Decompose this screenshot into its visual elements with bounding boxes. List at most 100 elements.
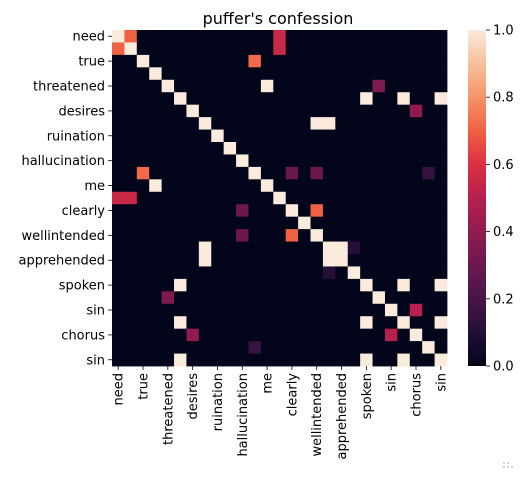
heatmap-cell <box>335 254 349 267</box>
heatmap-cell <box>285 291 299 305</box>
heatmap-cell <box>236 266 249 280</box>
heatmap-cell <box>422 229 435 242</box>
heatmap-cell <box>236 291 249 305</box>
heatmap-cell <box>198 92 212 106</box>
heatmap-cell <box>335 353 349 367</box>
heatmap-cell <box>335 229 349 242</box>
heatmap-cell <box>248 328 262 342</box>
heatmap-cell <box>347 241 361 255</box>
heatmap-cell <box>186 216 200 230</box>
heatmap-cell <box>186 129 200 143</box>
y-tick-label: sin <box>86 353 105 368</box>
heatmap-cell <box>409 42 423 56</box>
heatmap-cell <box>384 54 398 68</box>
heatmap-cell <box>186 229 200 242</box>
x-tick-label: desires <box>186 373 201 420</box>
heatmap-cell <box>149 303 163 317</box>
heatmap-cell <box>298 54 311 68</box>
x-tick-label: ruination <box>211 373 226 431</box>
heatmap-cell <box>223 241 237 255</box>
heatmap-cell <box>136 328 150 342</box>
heatmap-cell <box>372 129 386 143</box>
heatmap-cell <box>174 92 187 106</box>
heatmap-cell <box>360 30 373 43</box>
y-tick-label: threatened <box>33 80 105 95</box>
heatmap-cell <box>124 54 138 68</box>
heatmap-cell <box>422 117 435 130</box>
heatmap-cell <box>310 328 324 342</box>
heatmap-cell <box>161 254 175 267</box>
heatmap-cell <box>223 129 237 143</box>
heatmap-cell <box>211 92 225 106</box>
heatmap-cell <box>211 179 225 193</box>
heatmap-cell <box>322 42 336 56</box>
heatmap-cell <box>236 241 249 255</box>
heatmap-cell <box>174 42 187 56</box>
heatmap-cell <box>112 341 125 354</box>
heatmap-cell <box>434 154 448 168</box>
heatmap-cell <box>397 30 411 43</box>
heatmap-cell <box>397 79 411 93</box>
heatmap-cell <box>298 79 311 93</box>
heatmap-cell <box>310 179 324 193</box>
heatmap-cell <box>236 142 249 155</box>
heatmap-cell <box>136 54 150 68</box>
heatmap-cell <box>186 166 200 180</box>
heatmap-cell <box>434 291 448 305</box>
heatmap-cell <box>260 67 274 81</box>
heatmap-cell <box>360 278 373 292</box>
heatmap-cell <box>322 117 336 130</box>
colorbar-tick-label: 0.6 <box>493 158 514 173</box>
heatmap-cell <box>112 179 125 193</box>
heatmap-cell <box>211 353 225 367</box>
heatmap-cell <box>211 241 225 255</box>
heatmap-cell <box>198 316 212 330</box>
heatmap-cell <box>161 54 175 68</box>
heatmap-cell <box>273 42 287 56</box>
heatmap-cell <box>136 229 150 242</box>
heatmap-cell <box>211 30 225 43</box>
heatmap-cell <box>248 316 262 330</box>
heatmap-cell <box>335 79 349 93</box>
heatmap-cell <box>273 216 287 230</box>
heatmap-cell <box>223 30 237 43</box>
heatmap-cell <box>397 341 411 354</box>
heatmap-cell <box>211 328 225 342</box>
heatmap-cell <box>372 92 386 106</box>
heatmap-cell <box>260 204 274 218</box>
colorbar-gradient <box>468 30 486 366</box>
heatmap-cell <box>409 67 423 81</box>
heatmap-cell <box>409 241 423 255</box>
heatmap-cell <box>236 303 249 317</box>
heatmap-cell <box>298 92 311 106</box>
heatmap-cell <box>422 191 435 205</box>
heatmap-cell <box>186 179 200 193</box>
heatmap-cell <box>149 42 163 56</box>
heatmap-cell <box>198 278 212 292</box>
heatmap-cell <box>322 291 336 305</box>
heatmap-cell <box>335 54 349 68</box>
heatmap-cell <box>322 142 336 155</box>
heatmap-cell <box>384 316 398 330</box>
heatmap-cell <box>384 278 398 292</box>
heatmap-cell <box>198 142 212 155</box>
heatmap-cell <box>347 79 361 93</box>
colorbar-tick-label: 1.0 <box>493 24 514 39</box>
heatmap-cell <box>310 191 324 205</box>
heatmap-cell <box>322 229 336 242</box>
heatmap-cell <box>273 179 287 193</box>
heatmap-cell <box>298 291 311 305</box>
heatmap-cell <box>285 179 299 193</box>
heatmap-cell <box>186 191 200 205</box>
heatmap-cell <box>223 303 237 317</box>
heatmap-cell <box>347 154 361 168</box>
heatmap-cell <box>260 278 274 292</box>
heatmap-cell <box>223 291 237 305</box>
heatmap-cell <box>198 30 212 43</box>
heatmap-cell <box>372 241 386 255</box>
heatmap-cell <box>236 166 249 180</box>
heatmap-cell <box>236 353 249 367</box>
heatmap-cell <box>384 254 398 267</box>
heatmap-cell <box>335 154 349 168</box>
heatmap-cell <box>112 353 125 367</box>
